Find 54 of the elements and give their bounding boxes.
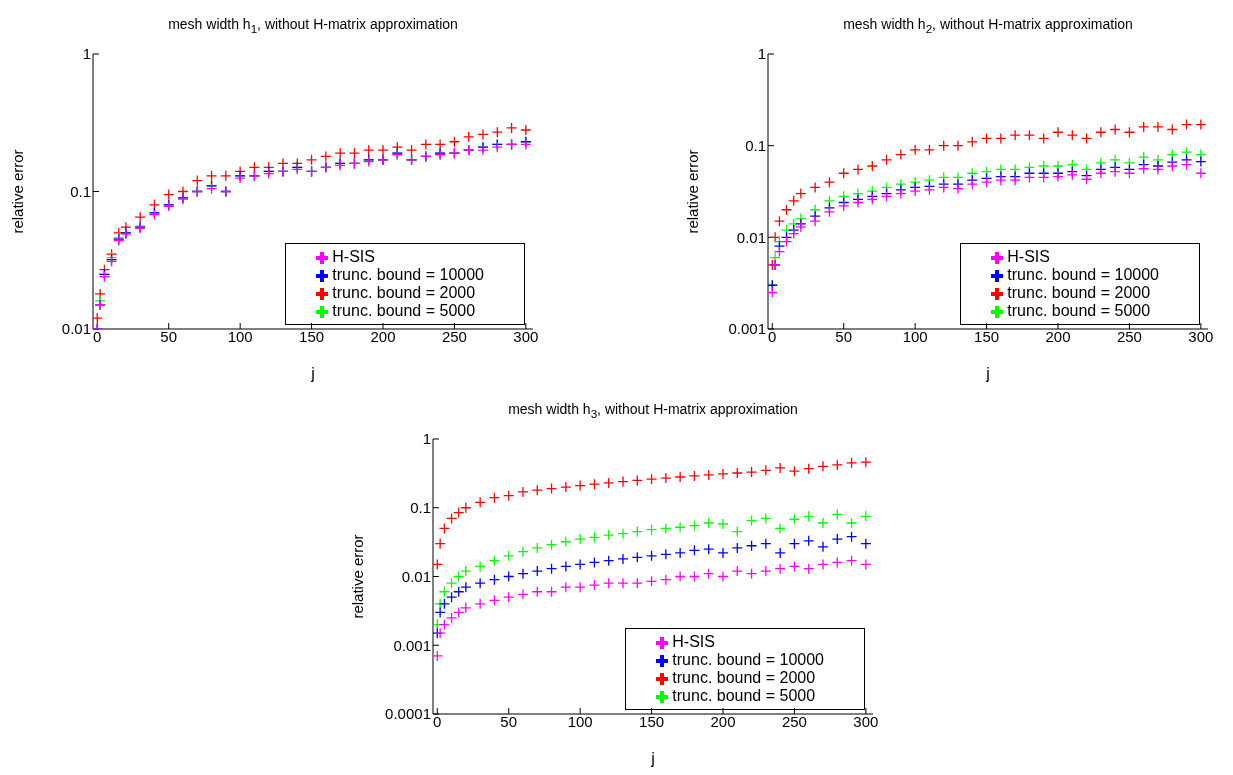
y-tick-label: 0.001 xyxy=(728,320,766,338)
x-tick-label: 100 xyxy=(567,712,593,730)
legend-label: trunc. bound = 10000 xyxy=(1007,266,1159,283)
y-axis-title: relative error xyxy=(349,534,367,619)
x-tick-label: 0 xyxy=(93,327,102,345)
x-tick-label: 300 xyxy=(853,712,879,730)
x-axis-title: j xyxy=(650,750,655,767)
x-axis-title: j xyxy=(985,365,990,382)
legend-label: H-SIS xyxy=(332,248,375,265)
y-tick-label: 0.001 xyxy=(393,636,431,654)
y-tick-label: 0.1 xyxy=(745,136,766,154)
x-axis-title: j xyxy=(310,365,315,382)
legend-label: trunc. bound = 5000 xyxy=(1007,302,1151,319)
legend-label: trunc. bound = 2000 xyxy=(332,284,476,301)
legend-label: trunc. bound = 10000 xyxy=(672,651,824,668)
legend-label: trunc. bound = 2000 xyxy=(1007,284,1151,301)
y-tick-label: 1 xyxy=(422,430,431,448)
x-tick-label: 200 xyxy=(370,327,396,345)
x-tick-label: 0 xyxy=(433,712,442,730)
y-tick-label: 0.1 xyxy=(410,499,431,517)
x-tick-label: 0 xyxy=(768,327,777,345)
x-tick-label: 250 xyxy=(781,712,807,730)
chart-title: mesh width h$_{2}$, without H-matrix approximation xyxy=(842,16,1134,35)
legend-label: H-SIS xyxy=(672,633,715,650)
y-axis-title: relative error xyxy=(9,149,27,234)
chart-title: mesh width h$_{1}$, without H-matrix approximation xyxy=(167,16,459,35)
x-tick-label: 100 xyxy=(227,327,253,345)
x-tick-label: 200 xyxy=(1045,327,1071,345)
y-axis-title: relative error xyxy=(684,149,702,234)
legend-label: trunc. bound = 5000 xyxy=(672,687,816,704)
x-tick-label: 100 xyxy=(902,327,928,345)
y-tick-label: 0.01 xyxy=(401,567,431,585)
legend-label: trunc. bound = 2000 xyxy=(672,669,816,686)
x-tick-label: 150 xyxy=(974,327,1000,345)
x-tick-label: 50 xyxy=(500,712,518,730)
legend-label: trunc. bound = 10000 xyxy=(332,266,484,283)
x-tick-label: 300 xyxy=(513,327,539,345)
y-tick-label: 0.0001 xyxy=(385,705,431,723)
legend-label: trunc. bound = 5000 xyxy=(332,302,476,319)
x-tick-label: 150 xyxy=(639,712,665,730)
x-tick-label: 150 xyxy=(299,327,325,345)
chart-title: mesh width h$_{3}$, without H-matrix approximation xyxy=(507,401,799,420)
y-tick-label: 1 xyxy=(82,45,91,63)
legend-label: H-SIS xyxy=(1007,248,1050,265)
x-tick-label: 250 xyxy=(1116,327,1142,345)
x-tick-label: 50 xyxy=(160,327,178,345)
x-tick-label: 300 xyxy=(1188,327,1214,345)
y-tick-label: 0.1 xyxy=(70,182,91,200)
x-tick-label: 200 xyxy=(710,712,736,730)
x-tick-label: 50 xyxy=(835,327,853,345)
x-tick-label: 250 xyxy=(441,327,467,345)
y-tick-label: 0.01 xyxy=(736,228,766,246)
y-tick-label: 0.01 xyxy=(61,320,91,338)
y-tick-label: 1 xyxy=(757,45,766,63)
